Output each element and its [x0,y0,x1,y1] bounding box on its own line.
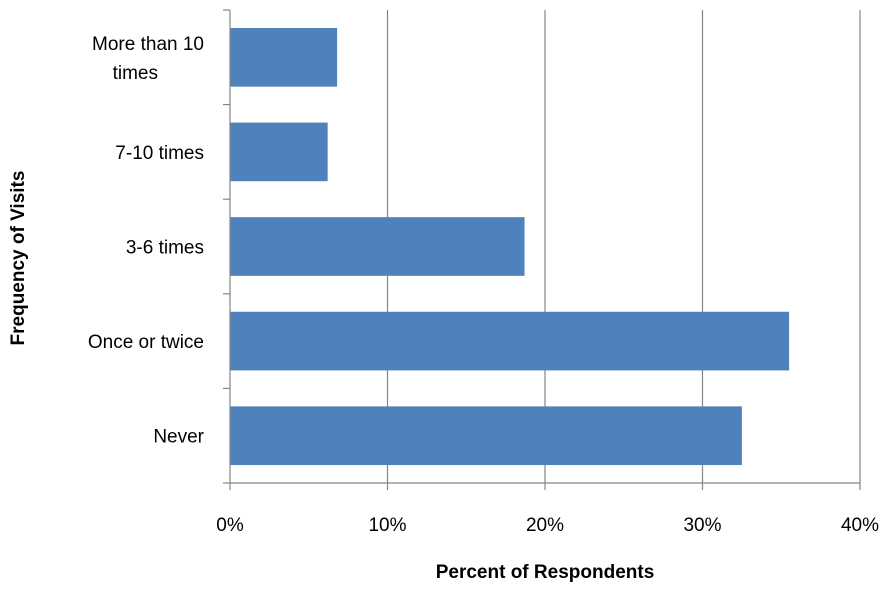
bar-2 [230,217,525,276]
category-label-4: More than 10 times [92,34,204,84]
bar-0 [230,406,742,466]
x-tick-label-30: 30% [683,515,721,536]
axes [223,9,861,490]
x-tick-label-40: 40% [841,515,879,536]
x-tick-label-20: 20% [526,515,564,536]
tick-labels: 0% 10% 20% 30% 40% [216,515,879,536]
bar-3 [230,122,328,182]
bars [230,27,790,466]
category-label-1: Once or twice [88,332,204,353]
category-label-0: Never [153,427,204,448]
category-label-3: 7-10 times [115,143,204,164]
bar-1 [230,311,790,371]
x-tick-label-10: 10% [368,515,406,536]
bar-4 [230,27,338,87]
x-axis-title: Percent of Respondents [436,562,655,583]
y-axis-title: Frequency of Visits [8,171,29,346]
category-labels: Never Once or twice 3-6 times 7-10 times Mor… [88,34,205,448]
x-tick-label-0: 0% [216,515,244,536]
category-label-2: 3-6 times [126,238,204,259]
